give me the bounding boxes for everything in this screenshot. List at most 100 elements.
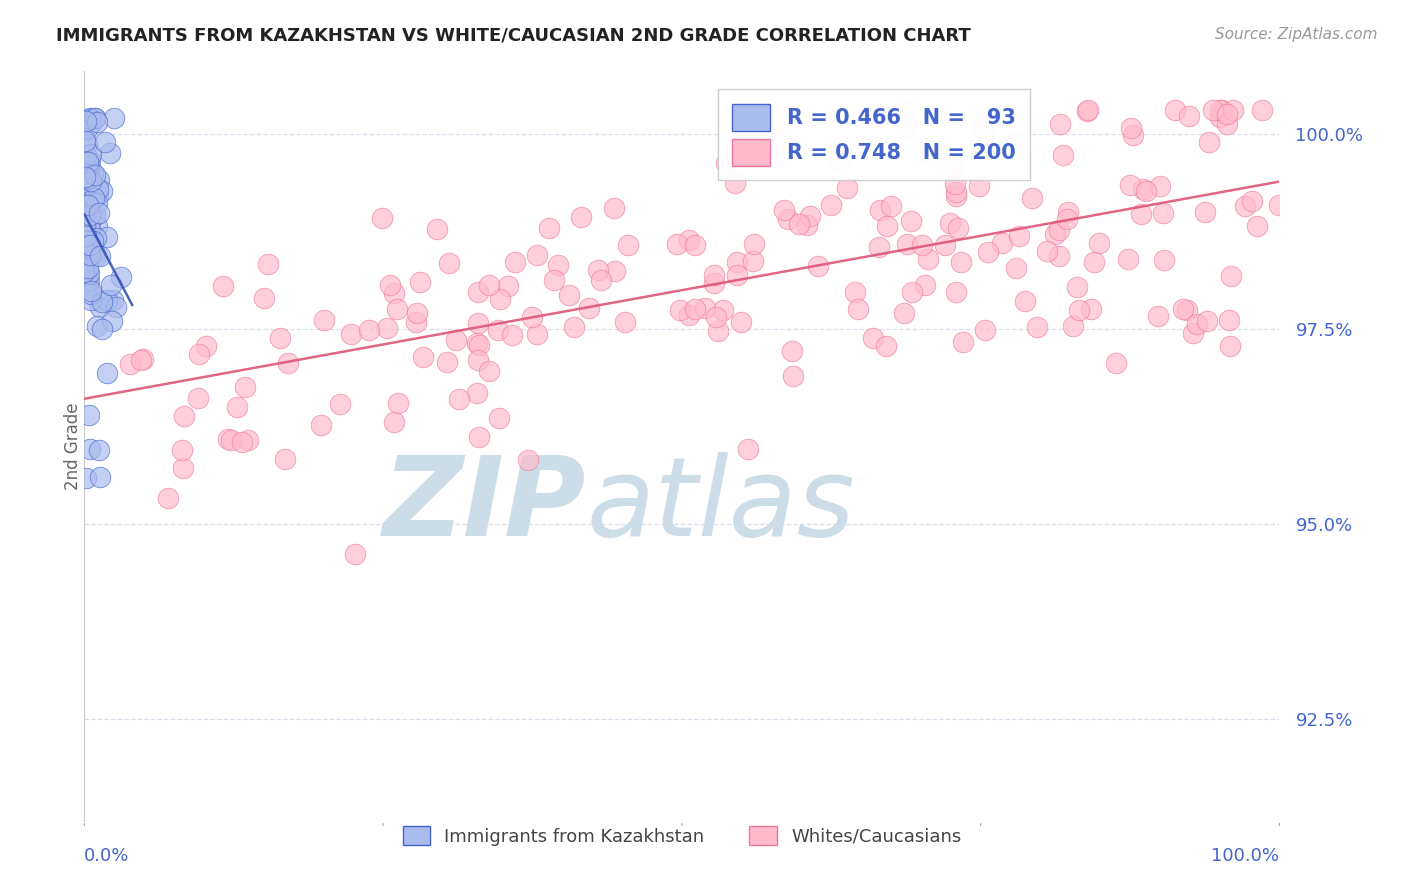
Point	[1116, 252, 1139, 267]
Point	[948, 220, 970, 235]
Point	[693, 301, 716, 315]
Point	[799, 209, 821, 223]
Point	[77, 160, 100, 174]
Point	[80, 146, 103, 161]
Point	[382, 415, 405, 429]
Point	[711, 303, 734, 318]
Point	[564, 320, 586, 334]
Point	[526, 327, 548, 342]
Point	[75, 188, 97, 202]
Point	[478, 364, 501, 378]
Point	[83, 245, 105, 260]
Point	[1216, 107, 1239, 121]
Point	[1049, 117, 1071, 131]
Text: atlas: atlas	[586, 452, 855, 559]
Point	[80, 241, 103, 255]
Point	[82, 166, 104, 180]
Point	[359, 323, 381, 337]
Point	[80, 243, 103, 257]
Point	[1216, 117, 1239, 131]
Point	[84, 111, 107, 125]
Point	[77, 219, 100, 233]
Point	[1149, 178, 1171, 193]
Point	[714, 156, 737, 170]
Point	[1005, 136, 1028, 150]
Point	[101, 314, 124, 328]
Point	[911, 237, 934, 252]
Point	[1014, 294, 1036, 309]
Point	[1233, 199, 1256, 213]
Point	[84, 231, 107, 245]
Point	[467, 386, 489, 401]
Point	[231, 435, 253, 450]
Point	[737, 442, 759, 457]
Point	[447, 392, 470, 406]
Point	[233, 380, 256, 394]
Point	[344, 547, 367, 561]
Point	[868, 240, 890, 254]
Point	[1246, 219, 1268, 233]
Point	[75, 193, 97, 207]
Point	[83, 191, 105, 205]
Point	[725, 268, 748, 282]
Point	[737, 138, 759, 153]
Point	[94, 135, 117, 149]
Point	[876, 219, 898, 234]
Point	[86, 319, 108, 334]
Point	[84, 111, 107, 125]
Point	[901, 285, 924, 299]
Point	[893, 306, 915, 320]
Point	[226, 401, 249, 415]
Point	[77, 268, 100, 282]
Point	[80, 178, 103, 193]
Point	[706, 324, 728, 338]
Point	[586, 263, 609, 277]
Point	[75, 148, 97, 162]
Point	[96, 293, 118, 307]
Point	[1177, 302, 1199, 317]
Point	[589, 273, 612, 287]
Text: ZIP: ZIP	[382, 452, 586, 559]
Point	[96, 230, 118, 244]
Point	[100, 278, 122, 293]
Point	[75, 228, 97, 243]
Point	[703, 268, 725, 283]
Point	[219, 433, 242, 447]
Point	[1105, 356, 1128, 370]
Point	[436, 354, 458, 368]
Point	[73, 265, 96, 279]
Point	[896, 236, 918, 251]
Point	[945, 186, 967, 200]
Point	[86, 188, 108, 202]
Point	[1147, 309, 1170, 323]
Point	[87, 182, 110, 196]
Point	[1211, 103, 1233, 118]
Point	[1153, 252, 1175, 267]
Point	[488, 411, 510, 425]
Point	[772, 203, 794, 218]
Point	[501, 327, 523, 342]
Text: Source: ZipAtlas.com: Source: ZipAtlas.com	[1215, 27, 1378, 42]
Point	[911, 146, 934, 161]
Point	[405, 315, 427, 329]
Point	[665, 236, 688, 251]
Point	[195, 339, 218, 353]
Point	[378, 277, 401, 292]
Point	[782, 368, 804, 383]
Point	[98, 146, 121, 161]
Point	[465, 336, 488, 351]
Point	[1132, 182, 1154, 196]
Point	[79, 247, 101, 261]
Point	[82, 195, 104, 210]
Point	[118, 357, 141, 371]
Point	[1201, 103, 1223, 118]
Point	[91, 322, 114, 336]
Point	[1077, 103, 1099, 118]
Point	[945, 189, 967, 203]
Point	[768, 136, 790, 151]
Point	[683, 237, 706, 252]
Point	[77, 224, 100, 238]
Point	[1218, 313, 1240, 327]
Point	[75, 113, 97, 128]
Point	[76, 234, 98, 248]
